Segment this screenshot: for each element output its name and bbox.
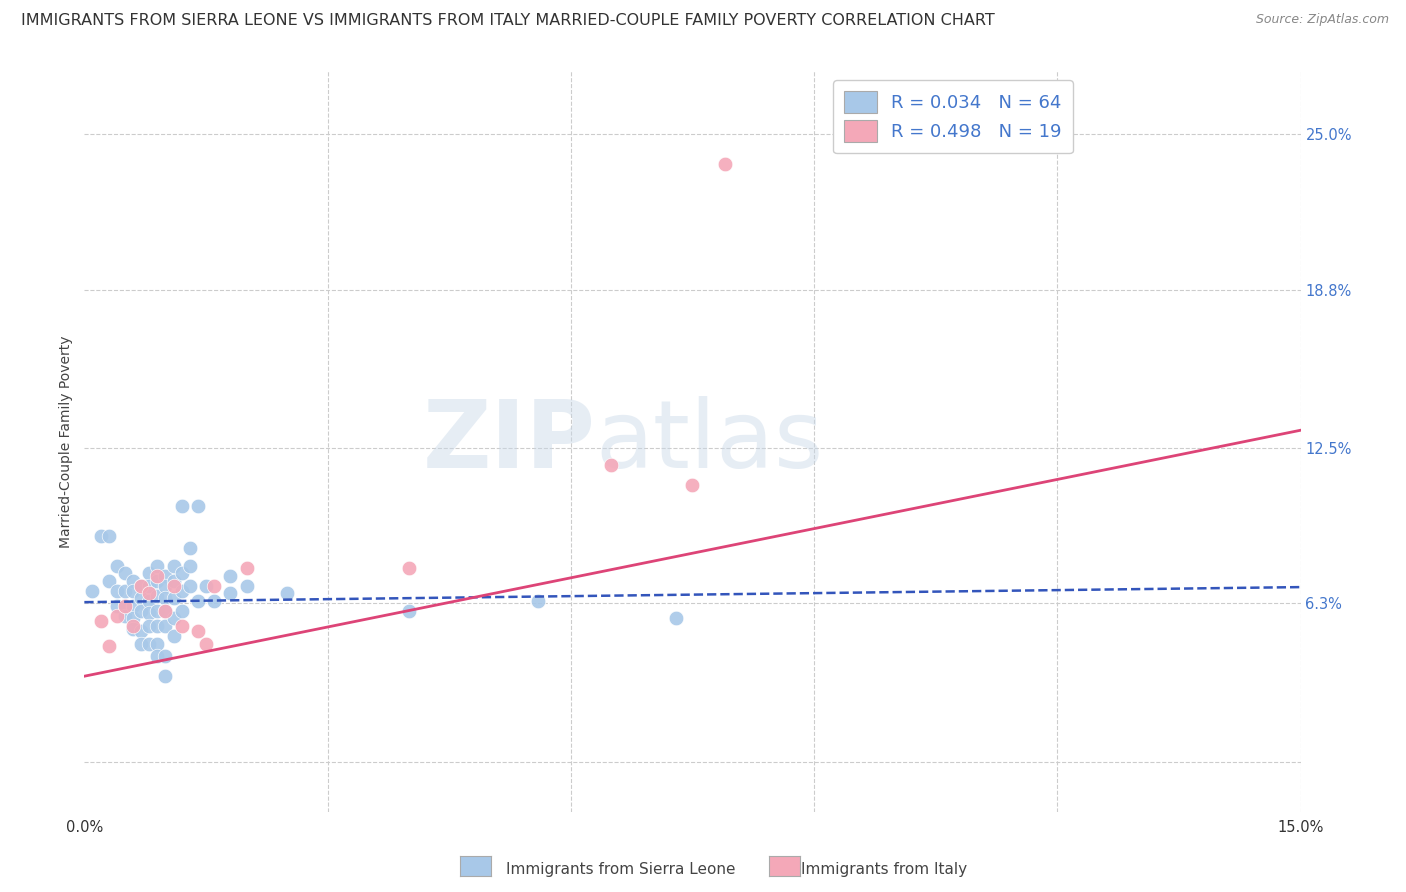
- Point: [162, 579, 184, 593]
- Point: [155, 569, 177, 583]
- Point: [155, 649, 177, 664]
- Point: [122, 574, 145, 588]
- Point: [146, 619, 169, 633]
- Point: [219, 586, 242, 600]
- Point: [155, 669, 177, 683]
- Point: [398, 561, 420, 575]
- Point: [146, 604, 169, 618]
- Point: [155, 619, 177, 633]
- Point: [122, 583, 145, 598]
- Point: [682, 478, 704, 492]
- Point: [138, 594, 160, 608]
- Point: [155, 579, 177, 593]
- Point: [129, 579, 152, 593]
- Point: [114, 599, 136, 613]
- Point: [714, 157, 737, 171]
- Point: [187, 594, 209, 608]
- Point: [90, 614, 112, 628]
- Point: [170, 619, 193, 633]
- Point: [235, 561, 257, 575]
- Point: [170, 583, 193, 598]
- Text: IMMIGRANTS FROM SIERRA LEONE VS IMMIGRANTS FROM ITALY MARRIED-COUPLE FAMILY POVE: IMMIGRANTS FROM SIERRA LEONE VS IMMIGRAN…: [21, 13, 995, 29]
- Point: [202, 594, 225, 608]
- Point: [170, 566, 193, 581]
- Point: [105, 599, 128, 613]
- Point: [138, 566, 160, 581]
- Text: Immigrants from Italy: Immigrants from Italy: [801, 863, 967, 877]
- Point: [122, 622, 145, 636]
- Point: [665, 611, 688, 625]
- Point: [129, 591, 152, 606]
- Point: [146, 636, 169, 650]
- Point: [122, 619, 145, 633]
- Point: [276, 586, 298, 600]
- Point: [138, 607, 160, 621]
- Point: [114, 583, 136, 598]
- Point: [170, 604, 193, 618]
- Point: [179, 579, 201, 593]
- Point: [202, 579, 225, 593]
- Text: ZIP: ZIP: [422, 395, 595, 488]
- Point: [600, 458, 623, 473]
- Y-axis label: Married-Couple Family Poverty: Married-Couple Family Poverty: [59, 335, 73, 548]
- Point: [170, 499, 193, 513]
- Point: [398, 604, 420, 618]
- Point: [187, 499, 209, 513]
- Point: [162, 611, 184, 625]
- Point: [90, 529, 112, 543]
- Point: [162, 591, 184, 606]
- Point: [146, 558, 169, 573]
- Point: [138, 579, 160, 593]
- Text: atlas: atlas: [595, 395, 824, 488]
- Point: [105, 558, 128, 573]
- Point: [146, 649, 169, 664]
- Point: [162, 574, 184, 588]
- Point: [187, 624, 209, 638]
- Point: [162, 629, 184, 643]
- Point: [219, 569, 242, 583]
- Point: [235, 579, 257, 593]
- Point: [146, 569, 169, 583]
- Point: [155, 604, 177, 618]
- Point: [195, 636, 218, 650]
- Point: [97, 574, 120, 588]
- Point: [527, 594, 550, 608]
- Point: [155, 604, 177, 618]
- Point: [155, 591, 177, 606]
- Point: [129, 579, 152, 593]
- Point: [97, 639, 120, 653]
- Point: [129, 604, 152, 618]
- Point: [146, 574, 169, 588]
- Point: [162, 558, 184, 573]
- Point: [138, 619, 160, 633]
- Text: Immigrants from Sierra Leone: Immigrants from Sierra Leone: [506, 863, 735, 877]
- Text: Source: ZipAtlas.com: Source: ZipAtlas.com: [1256, 13, 1389, 27]
- Point: [138, 586, 160, 600]
- Point: [114, 609, 136, 624]
- Point: [105, 609, 128, 624]
- Point: [138, 636, 160, 650]
- Point: [97, 529, 120, 543]
- Point: [114, 566, 136, 581]
- Point: [179, 558, 201, 573]
- Point: [129, 624, 152, 638]
- Point: [146, 589, 169, 603]
- Point: [179, 541, 201, 556]
- Point: [82, 583, 104, 598]
- Point: [114, 599, 136, 613]
- Point: [129, 636, 152, 650]
- Point: [122, 611, 145, 625]
- Point: [195, 579, 218, 593]
- Point: [122, 599, 145, 613]
- Legend: R = 0.034   N = 64, R = 0.498   N = 19: R = 0.034 N = 64, R = 0.498 N = 19: [834, 80, 1073, 153]
- Point: [105, 583, 128, 598]
